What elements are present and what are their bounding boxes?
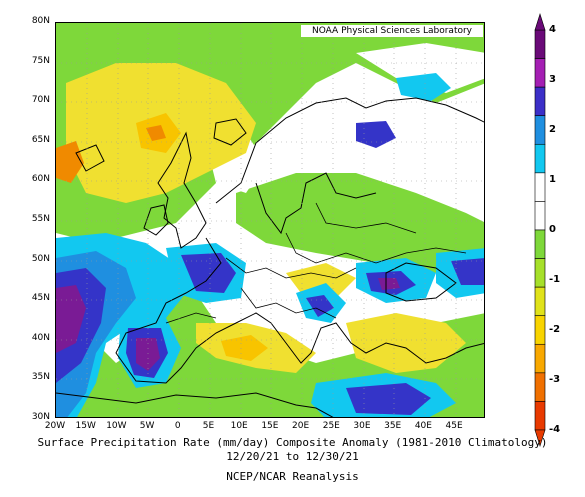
dataset-label: NCEP/NCAR Reanalysis [226,470,359,483]
graticule [56,23,484,417]
latitude-label: 70N [31,95,50,106]
colorbar-segment [534,401,546,431]
longitude-label: 25E [322,421,340,431]
colorbar-segment [534,143,546,174]
longitude-label: 10E [230,421,248,431]
colorbar-segment [534,115,546,145]
anomaly-region-wet [346,383,431,415]
anomaly-region-slight-dry [236,173,484,273]
colorbar-segment [534,372,546,402]
map-panel: NOAA Physical Sciences Laboratory [55,22,485,418]
longitude-label: 5E [202,421,215,431]
anomaly-region-neutral [356,43,484,93]
anomaly-region-moderate-dry [286,263,356,298]
colorbar-tick-label: -4 [549,424,561,435]
colorbar-segment [534,343,546,374]
anomaly-region-very-dry [56,141,84,183]
latitude-label: 65N [31,134,50,145]
credit-label: NOAA Physical Sciences Laboratory [301,25,483,37]
colorbar-min-arrow [534,429,546,448]
anomaly-region-strong-wet [136,338,160,371]
longitude-label: 30E [353,421,371,431]
colorbar-tick-label: -3 [549,374,561,385]
latitude-label: 60N [31,174,50,185]
anomaly-region-strong-wet [56,285,86,353]
longitude-label: 5W [139,421,155,431]
longitude-label: 20E [292,421,310,431]
country-borders [165,202,467,324]
colorbar-segment [534,201,546,231]
anomaly-region-wet [451,258,484,285]
anomaly-region-wet [181,253,236,293]
anomaly-region-very-dry [146,125,166,141]
longitude-label: 35E [384,421,402,431]
latitude-label: 45N [31,293,50,304]
coastlines [56,97,484,417]
colorbar-segment [534,229,546,259]
anomaly-region-neutral [396,133,484,203]
colorbar-tick-label: 1 [549,174,556,185]
colorbar-segment [534,86,546,117]
latitude-label: 55N [31,214,50,224]
latitude-label: 40N [31,332,50,343]
colorbar-tick-label: 4 [549,24,556,35]
latitude-label: 35N [31,372,50,383]
longitude-label: 15W [75,421,96,431]
longitude-label: 0 [174,421,181,431]
anomaly-region-strong-wet [378,278,400,290]
longitude-label: 20W [44,421,66,431]
latitude-label: 30N [31,412,50,422]
colorbar-tick-label: 2 [549,124,556,135]
colorbar [534,12,546,448]
longitude-label: 45E [445,421,463,431]
latitude-label: 80N [31,16,50,26]
colorbar-segment [534,286,546,317]
anomaly-map [56,23,484,417]
longitude-label: 40E [414,421,432,431]
colorbar-segment [534,58,546,88]
latitude-label: 50N [31,253,50,264]
anomaly-region-wet [356,121,396,148]
colorbar-segment [534,258,546,288]
anomaly-region-moderate-dry [346,313,466,373]
colorbar-tick-label: 3 [549,74,556,85]
colorbar-max-arrow [534,12,546,31]
date-range: 12/20/21 to 12/30/21 [226,450,359,463]
anomaly-region-slight-wet [396,73,451,101]
anomaly-region-wet [306,295,334,317]
chart-title: Surface Precipitation Rate (mm/day) Comp… [37,436,548,449]
anomaly-region-strong-dry [221,335,268,361]
longitude-label: 15E [261,421,279,431]
colorbar-segment [534,172,546,202]
colorbar-segment [534,315,546,345]
latitude-label: 75N [31,55,50,66]
colorbar-tick-label: 0 [549,224,556,235]
longitude-label: 10W [106,421,127,431]
colorbar-tick-label: -2 [549,324,561,335]
colorbar-tick-label: -1 [549,274,561,285]
colorbar-segment [534,29,546,59]
